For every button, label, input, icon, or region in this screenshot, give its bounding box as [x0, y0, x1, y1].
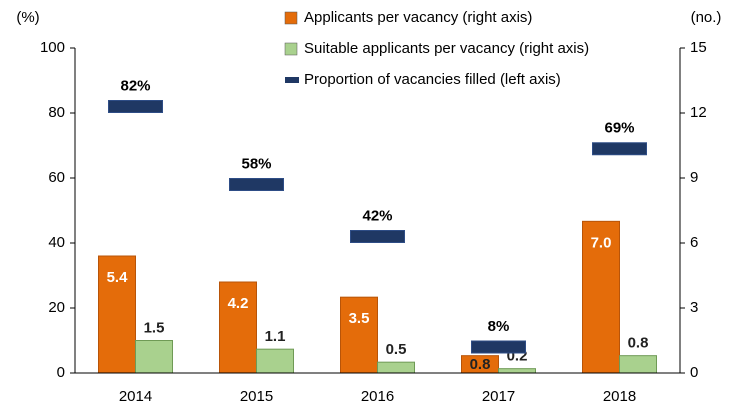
marker: [471, 340, 526, 354]
data-label: 82%: [120, 77, 150, 94]
data-label: 5.4: [107, 269, 129, 286]
y-tick-label: 0: [57, 364, 65, 381]
data-label: 0.8: [470, 356, 491, 373]
bar: [498, 368, 536, 374]
y2-tick-label: 12: [690, 104, 707, 121]
y2-axis-label: (no.): [691, 9, 722, 26]
y2-tick-label: 9: [690, 169, 698, 186]
bar: [582, 220, 620, 374]
bar: [98, 255, 136, 374]
y-tick-label: 60: [48, 169, 65, 186]
y2-tick-label: 0: [690, 364, 698, 381]
legend-label: Proportion of vacancies filled (left axi…: [304, 71, 561, 88]
data-label: 58%: [241, 155, 271, 172]
bar: [219, 281, 257, 374]
x-tick-label: 2016: [361, 388, 394, 405]
y-tick-label: 80: [48, 104, 65, 121]
y2-tick-label: 3: [690, 299, 698, 316]
marker: [229, 178, 284, 191]
legend-swatch: [285, 77, 299, 83]
data-label: 0.5: [386, 341, 407, 358]
data-label: 4.2: [228, 295, 249, 312]
legend-label: Suitable applicants per vacancy (right a…: [304, 40, 589, 57]
data-label: 8%: [488, 318, 510, 335]
x-tick-label: 2017: [482, 388, 515, 405]
legend-label: Applicants per vacancy (right axis): [304, 9, 532, 26]
y2-tick-label: 15: [690, 39, 707, 56]
bar: [135, 340, 173, 374]
bar: [619, 355, 657, 374]
y-tick-label: 40: [48, 234, 65, 251]
marker: [108, 100, 163, 113]
y2-tick-label: 6: [690, 234, 698, 251]
data-label: 0.8: [628, 335, 649, 352]
marker: [350, 230, 405, 243]
x-tick-label: 2018: [603, 388, 636, 405]
data-label: 3.5: [349, 310, 370, 327]
y-tick-label: 20: [48, 299, 65, 316]
marker: [592, 142, 647, 156]
bar: [256, 348, 294, 374]
y-tick-label: 100: [40, 39, 65, 56]
x-tick-label: 2014: [119, 388, 152, 405]
data-label: 7.0: [591, 234, 612, 251]
data-label: 1.1: [265, 328, 286, 345]
x-tick-label: 2015: [240, 388, 273, 405]
data-label: 69%: [604, 120, 634, 137]
data-label: 42%: [362, 207, 392, 224]
data-label: 1.5: [144, 319, 165, 336]
legend-swatch: [284, 42, 298, 56]
bar: [340, 296, 378, 374]
bar: [377, 361, 415, 374]
y-axis-label: (%): [16, 9, 39, 26]
legend-swatch: [284, 11, 298, 25]
